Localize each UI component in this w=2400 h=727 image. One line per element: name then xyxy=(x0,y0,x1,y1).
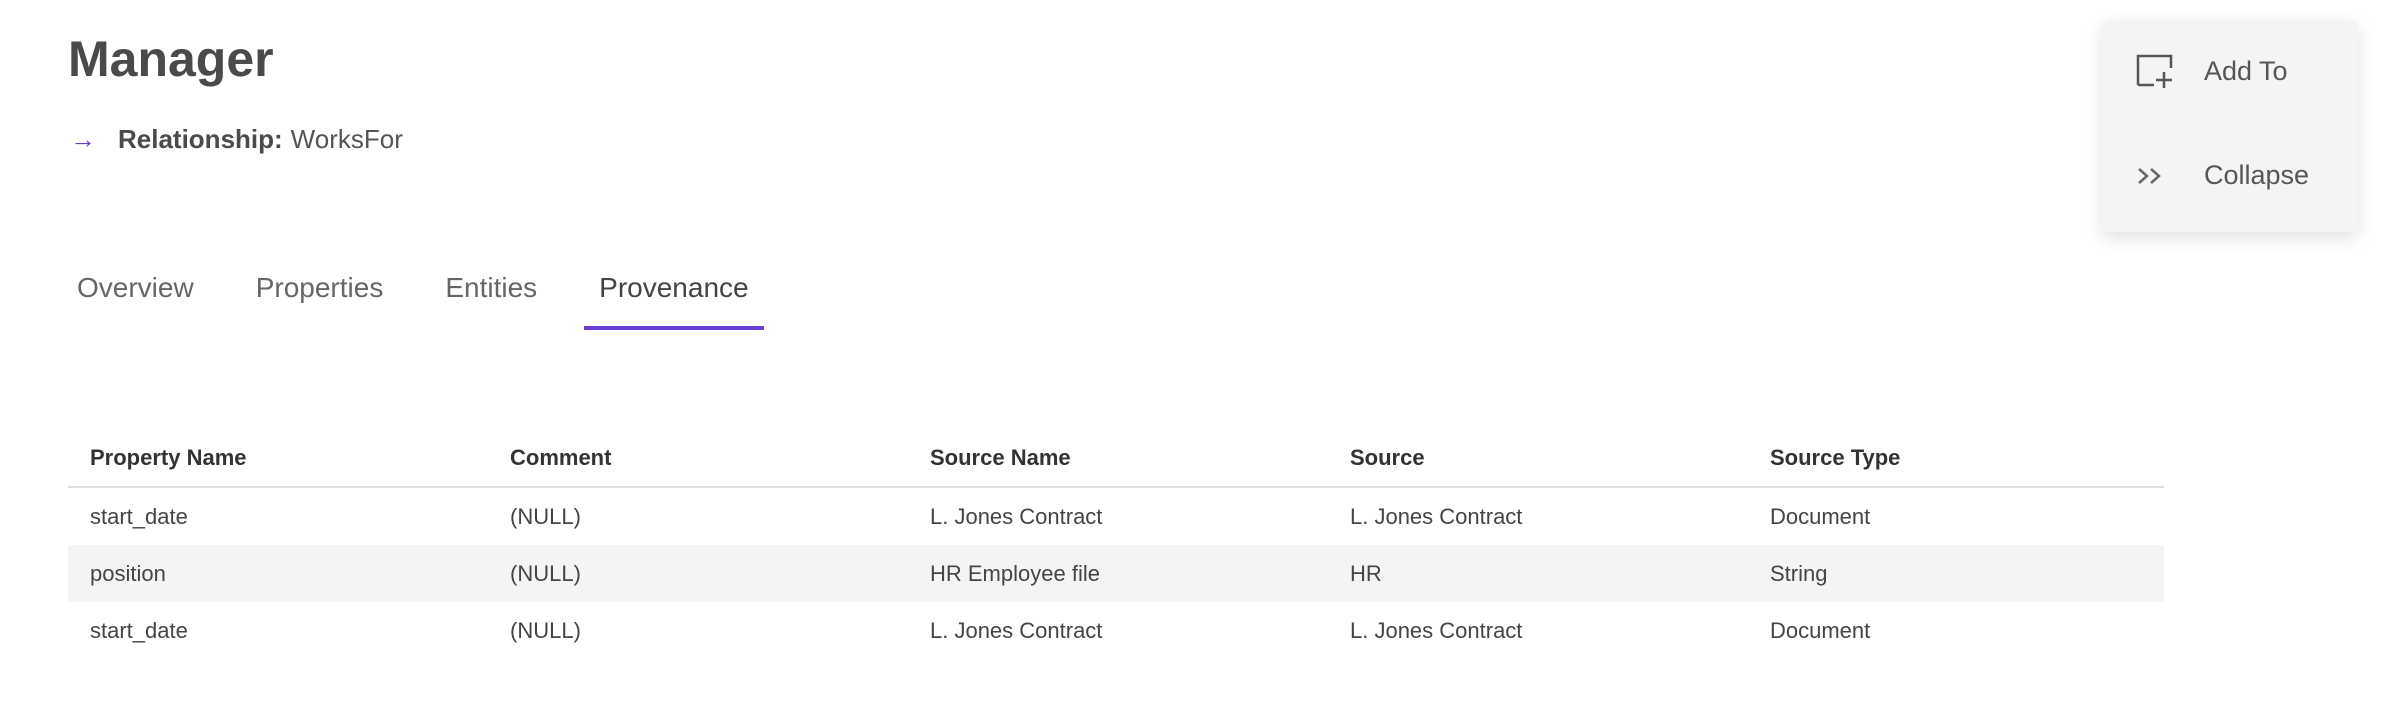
tab-bar: Overview Properties Entities Provenance xyxy=(62,268,796,330)
cell-source: L. Jones Contract xyxy=(1350,503,1523,529)
cell-comment: (NULL) xyxy=(510,617,581,643)
column-header[interactable]: Source Name xyxy=(908,430,1328,488)
arrow-right-icon: → xyxy=(70,124,96,154)
column-header[interactable]: Source xyxy=(1328,430,1748,488)
cell-source-type: Document xyxy=(1770,617,1871,643)
collapse-label: Collapse xyxy=(2204,160,2310,190)
collapse-button[interactable]: Collapse xyxy=(2136,160,2309,191)
relationship-info: → Relationship: WorksFor xyxy=(70,124,403,155)
cell-comment: (NULL) xyxy=(510,503,581,529)
add-to-label: Add To xyxy=(2204,55,2288,86)
cell-source: L. Jones Contract xyxy=(1350,617,1523,643)
cell-comment: (NULL) xyxy=(488,545,908,602)
tab-properties[interactable]: Properties xyxy=(255,272,384,303)
tab-provenance[interactable]: Provenance xyxy=(584,268,764,330)
tab-entities[interactable]: Entities xyxy=(445,272,538,303)
table-row[interactable]: start_date (NULL) L. Jones Contract L. J… xyxy=(68,487,2164,545)
add-to-button[interactable]: Add To xyxy=(2136,54,2288,88)
cell-source: HR xyxy=(1328,545,1748,602)
tab-overview[interactable]: Overview xyxy=(77,272,194,303)
cell-source-type: Document xyxy=(1770,503,1871,529)
page-title: Manager xyxy=(68,31,274,87)
action-panel: Add To Collapse xyxy=(2102,20,2358,232)
cell-property-name: start_date xyxy=(90,617,188,643)
table-row[interactable]: start_date (NULL) L. Jones Contract L. J… xyxy=(68,602,2164,659)
cell-property-name: start_date xyxy=(90,503,188,529)
cell-source-name: L. Jones Contract xyxy=(930,503,1103,529)
column-header[interactable]: Comment xyxy=(488,430,908,488)
cell-source-name: HR Employee file xyxy=(908,545,1328,602)
column-header[interactable]: Property Name xyxy=(68,430,488,488)
table-row[interactable]: position (NULL) HR Employee file HR Stri… xyxy=(68,545,2164,602)
add-to-icon xyxy=(2136,54,2174,88)
cell-source-name: L. Jones Contract xyxy=(930,617,1103,643)
provenance-table: Property Name Comment Source Name Source… xyxy=(68,430,2164,659)
cell-source-type: String xyxy=(1748,545,2164,602)
cell-property-name: position xyxy=(68,545,488,602)
relationship-label: Relationship: xyxy=(118,124,283,154)
table-header-row: Property Name Comment Source Name Source… xyxy=(68,430,2164,488)
double-chevron-right-icon xyxy=(2136,166,2174,186)
relationship-value: WorksFor xyxy=(290,124,403,154)
column-header[interactable]: Source Type xyxy=(1748,430,2164,488)
